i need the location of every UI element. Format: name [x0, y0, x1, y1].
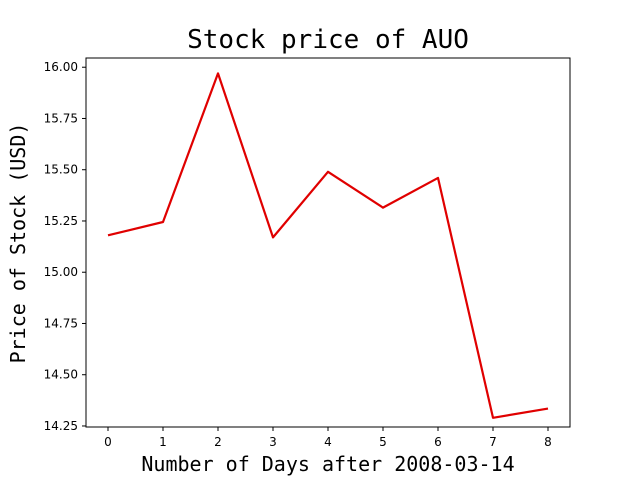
x-tick-label: 1: [159, 435, 167, 449]
y-tick-label: 16.00: [44, 60, 78, 74]
y-tick-label: 14.25: [44, 419, 78, 433]
series-line: [107, 72, 549, 419]
x-tick-label: 4: [324, 435, 332, 449]
x-tick-label: 5: [379, 435, 387, 449]
x-tick-label: 6: [434, 435, 442, 449]
plot-area: 0 1 2 3 4 5 6 7 8 14.25 14.50 14.75 15.00 15.25 15.50 1…: [44, 57, 571, 449]
x-tick-label: 2: [214, 435, 222, 449]
chart-title: Stock price of AUO: [187, 25, 469, 55]
x-tick-label: 8: [544, 435, 552, 449]
x-axis-label: Number of Days after 2008-03-14: [141, 452, 514, 476]
y-tick-label: 15.50: [44, 163, 78, 177]
y-tick-label: 14.50: [44, 368, 78, 382]
plot-frame: [85, 57, 571, 428]
x-tick-label: 7: [489, 435, 497, 449]
y-tick-label: 15.00: [44, 265, 78, 279]
y-tick-label: 15.75: [44, 111, 78, 125]
y-axis-label: Price of Stock (USD): [6, 123, 30, 364]
y-tick-label: 14.75: [44, 316, 78, 330]
y-tick-label: 15.25: [44, 214, 78, 228]
x-tick-label: 3: [269, 435, 277, 449]
x-tick-label: 0: [104, 435, 112, 449]
